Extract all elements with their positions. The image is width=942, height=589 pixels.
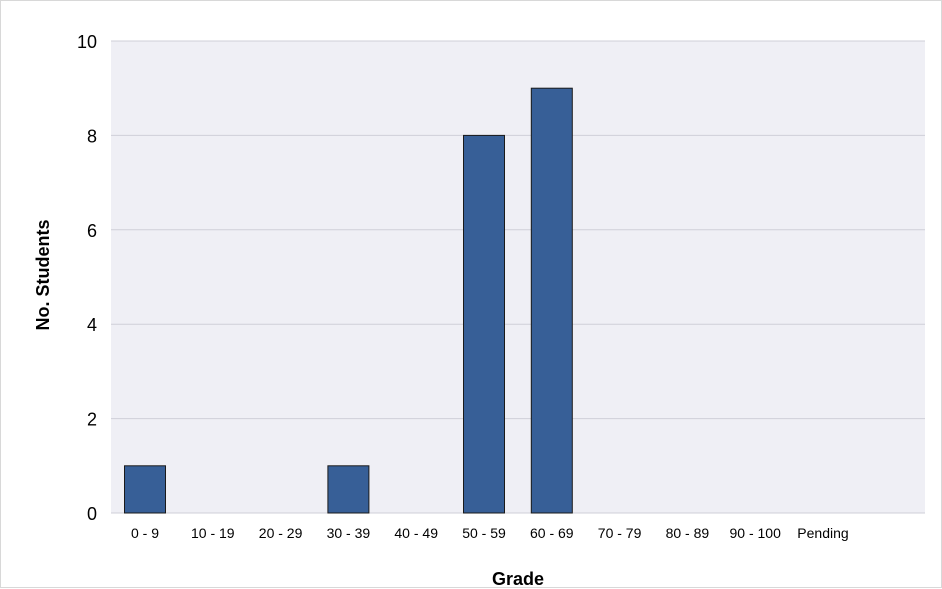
y-tick-label: 8 (87, 126, 97, 146)
x-tick-label: 80 - 89 (666, 525, 710, 541)
x-tick-label: 70 - 79 (598, 525, 642, 541)
x-tick-label: 20 - 29 (259, 525, 303, 541)
y-tick-label: 4 (87, 315, 97, 335)
y-tick-label: 10 (77, 32, 97, 52)
y-tick-label: 0 (87, 504, 97, 524)
x-tick-label: 60 - 69 (530, 525, 574, 541)
bar (124, 465, 166, 514)
bar (530, 87, 573, 514)
x-tick-label: 30 - 39 (327, 525, 371, 541)
bar (463, 134, 505, 514)
x-tick-label: 90 - 100 (730, 525, 782, 541)
bars (124, 87, 573, 514)
x-axis-ticks: 0 - 9 10 - 19 20 - 29 30 - 39 40 - 49 50 - 59… (131, 525, 849, 541)
x-axis-label: Grade (492, 569, 544, 589)
y-axis-label: No. Students (33, 220, 53, 331)
grid-lines (111, 40, 925, 514)
bar (327, 465, 370, 514)
x-tick-label: 50 - 59 (462, 525, 506, 541)
x-tick-label: 40 - 49 (394, 525, 438, 541)
y-tick-label: 6 (87, 221, 97, 241)
x-tick-label: 10 - 19 (191, 525, 235, 541)
y-tick-label: 2 (87, 410, 97, 430)
y-axis-ticks: 0 2 4 6 8 10 (77, 32, 97, 524)
x-tick-label: 0 - 9 (131, 525, 159, 541)
plot-area (111, 41, 925, 513)
x-tick-label: Pending (797, 525, 848, 541)
